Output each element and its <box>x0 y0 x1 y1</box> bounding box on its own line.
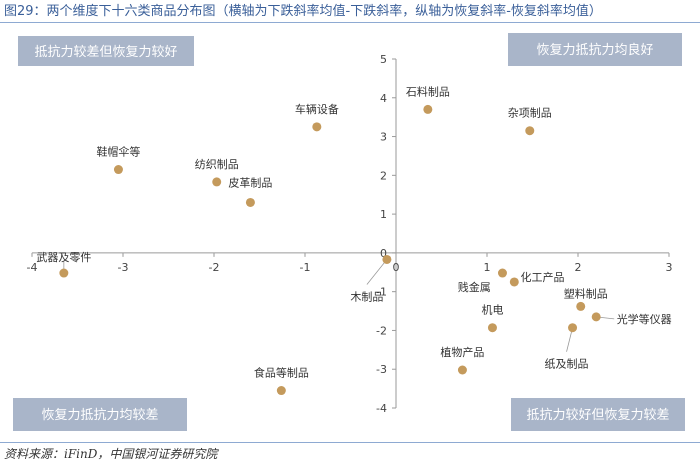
scatter-chart: 抵抗力较差但恢复力较好 恢复力抵抗力均良好 恢复力抵抗力均较差 抵抗力较好但恢复… <box>13 33 685 431</box>
quadrant-label-top-left: 抵抗力较差但恢复力较好 <box>34 45 177 60</box>
data-point <box>487 323 497 333</box>
point-label: 光学等仪器 <box>617 312 672 326</box>
x-tick-label: 2 <box>575 261 582 274</box>
data-point <box>457 365 467 375</box>
data-point <box>312 122 322 132</box>
data-point <box>212 177 222 187</box>
axes <box>31 58 670 409</box>
point-label: 鞋帽伞等 <box>96 145 140 159</box>
data-point <box>423 104 433 114</box>
data-point <box>576 301 586 311</box>
x-tick-label: 0 <box>393 261 400 274</box>
point-label: 食品等制品 <box>254 366 309 380</box>
data-point <box>113 165 123 175</box>
point-label: 植物产品 <box>440 345 484 359</box>
point-label: 塑料制品 <box>564 286 608 300</box>
y-tick-label: 0 <box>380 247 387 260</box>
x-tick-label: -3 <box>118 261 129 274</box>
point-label: 车辆设备 <box>295 102 339 116</box>
quadrant-label-top-right: 恢复力抵抗力均良好 <box>536 42 653 58</box>
y-tick-label: 4 <box>380 92 387 105</box>
quadrant-box-top-right <box>508 33 682 66</box>
footer-divider <box>0 442 700 443</box>
y-tick-label: 1 <box>380 208 387 221</box>
point-label: 石料制品 <box>406 84 450 98</box>
quadrant-box-bottom-left <box>13 398 187 431</box>
chart-title: 图29：两个维度下十六类商品分布图（横轴为下跌斜率均值-下跌斜率，纵轴为恢复斜率… <box>4 4 602 19</box>
point-label: 化工产品 <box>520 270 564 284</box>
x-tick-label: 3 <box>666 261 673 274</box>
y-tick-label: 2 <box>380 169 387 182</box>
source-note: 资料来源：iFinD，中国银河证券研究院 <box>4 447 218 461</box>
data-point <box>59 268 69 278</box>
x-tick-label: -1 <box>300 261 311 274</box>
point-label: 皮革制品 <box>228 175 272 189</box>
point-label: 纸及制品 <box>545 358 589 371</box>
x-tick-label: -2 <box>209 261 220 274</box>
y-tick-label: -1 <box>376 286 387 299</box>
quadrant-label-bottom-right: 抵抗力较好但恢复力较差 <box>526 408 669 423</box>
point-label: 杂项制品 <box>508 107 552 120</box>
y-tick-label: 3 <box>380 131 387 144</box>
data-point <box>509 277 519 287</box>
point-label: 木制品 <box>350 290 383 303</box>
point-label: 武器及零件 <box>36 251 91 264</box>
point-label: 纺织制品 <box>195 157 239 171</box>
quadrant-label-bottom-left: 恢复力抵抗力均较差 <box>41 408 158 423</box>
data-point <box>382 254 392 264</box>
data-point <box>276 386 286 396</box>
quadrant-box-top-left <box>18 36 194 66</box>
point-label: 机电 <box>481 303 503 317</box>
tick-labels: -4 -3 -2 -1 0 1 2 3 -4 -3 -2 -1 0 1 2 3 4 5 <box>27 53 673 415</box>
y-tick-label: -4 <box>376 402 387 415</box>
data-points <box>59 104 601 396</box>
data-point <box>568 323 578 333</box>
data-point <box>497 268 507 278</box>
y-tick-label: -2 <box>376 324 387 337</box>
y-tick-label: -3 <box>376 363 387 376</box>
data-point <box>591 312 601 322</box>
data-point <box>525 126 535 136</box>
x-tick-label: 1 <box>484 261 491 274</box>
quadrant-labels: 抵抗力较差但恢复力较好 恢复力抵抗力均良好 恢复力抵抗力均较差 抵抗力较好但恢复… <box>13 33 685 431</box>
point-label: 贱金属 <box>458 280 491 294</box>
leader-line <box>366 259 388 285</box>
data-point <box>245 197 255 207</box>
quadrant-box-bottom-right <box>511 398 685 431</box>
y-tick-label: 5 <box>380 53 387 66</box>
x-tick-label: -4 <box>27 261 38 274</box>
title-divider <box>0 22 700 23</box>
